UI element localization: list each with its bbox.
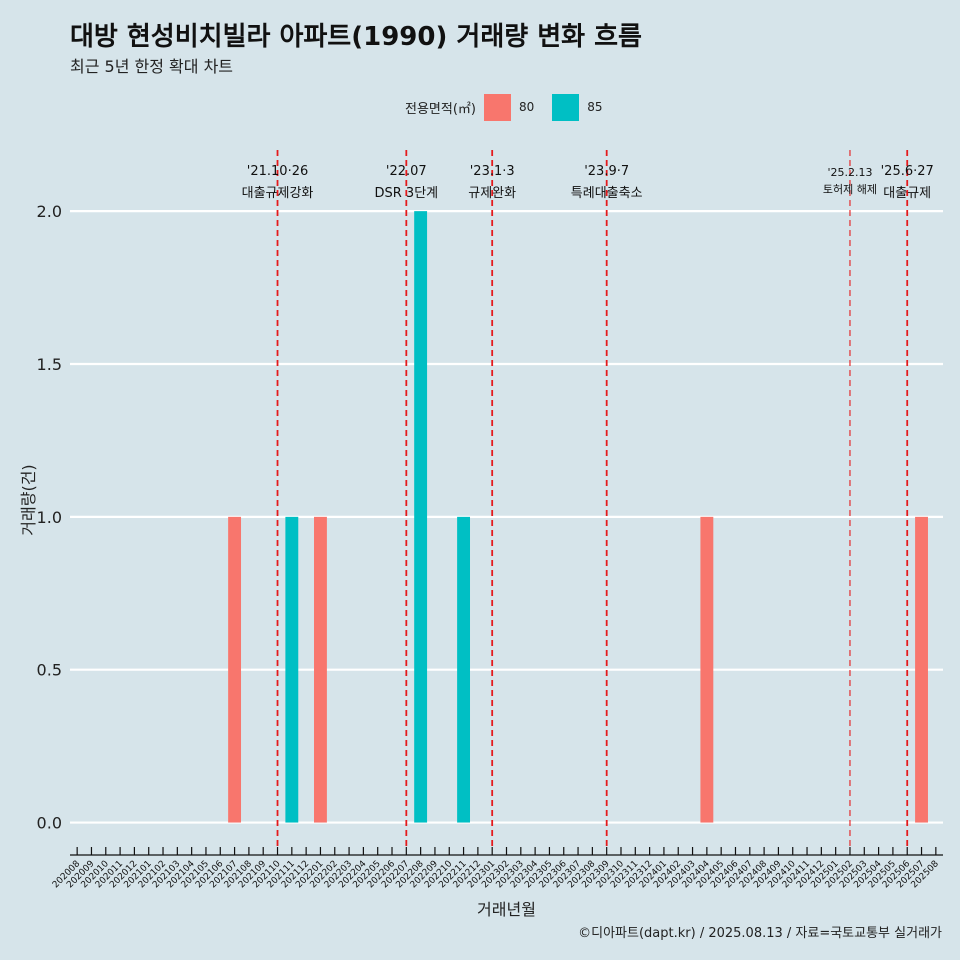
legend-swatch-85 (552, 93, 580, 121)
legend-title: 전용면적(㎡) (405, 101, 476, 117)
event-date-label: '23.9·7 (584, 164, 629, 179)
event-date-label: '21.10·26 (247, 164, 308, 179)
bar-80-202507 (915, 516, 928, 823)
y-tick-label: 2.0 (37, 202, 62, 221)
axes: 0.00.51.01.52.02020082020092020102020112… (19, 202, 943, 919)
x-axis-title: 거래년월 (477, 900, 536, 919)
bar-85-202211 (457, 516, 471, 823)
bars (228, 211, 928, 823)
event-date-label: '25.6·27 (881, 164, 934, 179)
event-label: 특례대출축소 (571, 186, 643, 201)
bar-80-202404 (700, 516, 714, 823)
legend: 전용면적(㎡) 80 85 (405, 93, 621, 121)
grid-lines (70, 210, 943, 824)
event-label: DSR 3단계 (375, 186, 439, 201)
bar-85-202111 (285, 516, 299, 823)
y-tick-label: 1.5 (37, 355, 62, 374)
y-tick-label: 0.5 (37, 661, 62, 680)
event-date-label: '22.07 (386, 164, 427, 179)
legend-label-85: 85 (587, 100, 603, 114)
event-lines: '21.10·26 대출규제강화 '22.07 DSR 3단계 '23.1·3 규제완화 '… (242, 150, 934, 847)
page-subtitle: 최근 5년 한정 확대 차트 (70, 57, 234, 76)
event-date-label: '25.2.13 (827, 166, 872, 179)
y-tick-label: 1.0 (37, 508, 62, 527)
event-label: 규제완화 (468, 186, 516, 201)
legend-label-80: 80 (518, 100, 535, 114)
y-axis-title: 거래량(건) (19, 464, 38, 535)
event-date-label: '23.1·3 (470, 164, 515, 179)
event-label: 대출규제 (883, 186, 931, 201)
bar-80-202107 (228, 516, 242, 823)
page-title: 대방 현성비치빌라 아파트(1990) 거래량 변화 흐름 (70, 22, 642, 52)
event-label: 대출규제강화 (242, 186, 314, 201)
y-tick-label: 0.0 (37, 814, 62, 833)
event-label: 토허제 해제 (823, 182, 877, 196)
legend-swatch-80 (483, 93, 511, 121)
caption: ©디아파트(dapt.kr) / 2025.08.13 / 자료=국토교통부 실… (578, 926, 942, 941)
bar-80-202201 (314, 516, 327, 823)
bar-85-202208 (414, 211, 428, 823)
